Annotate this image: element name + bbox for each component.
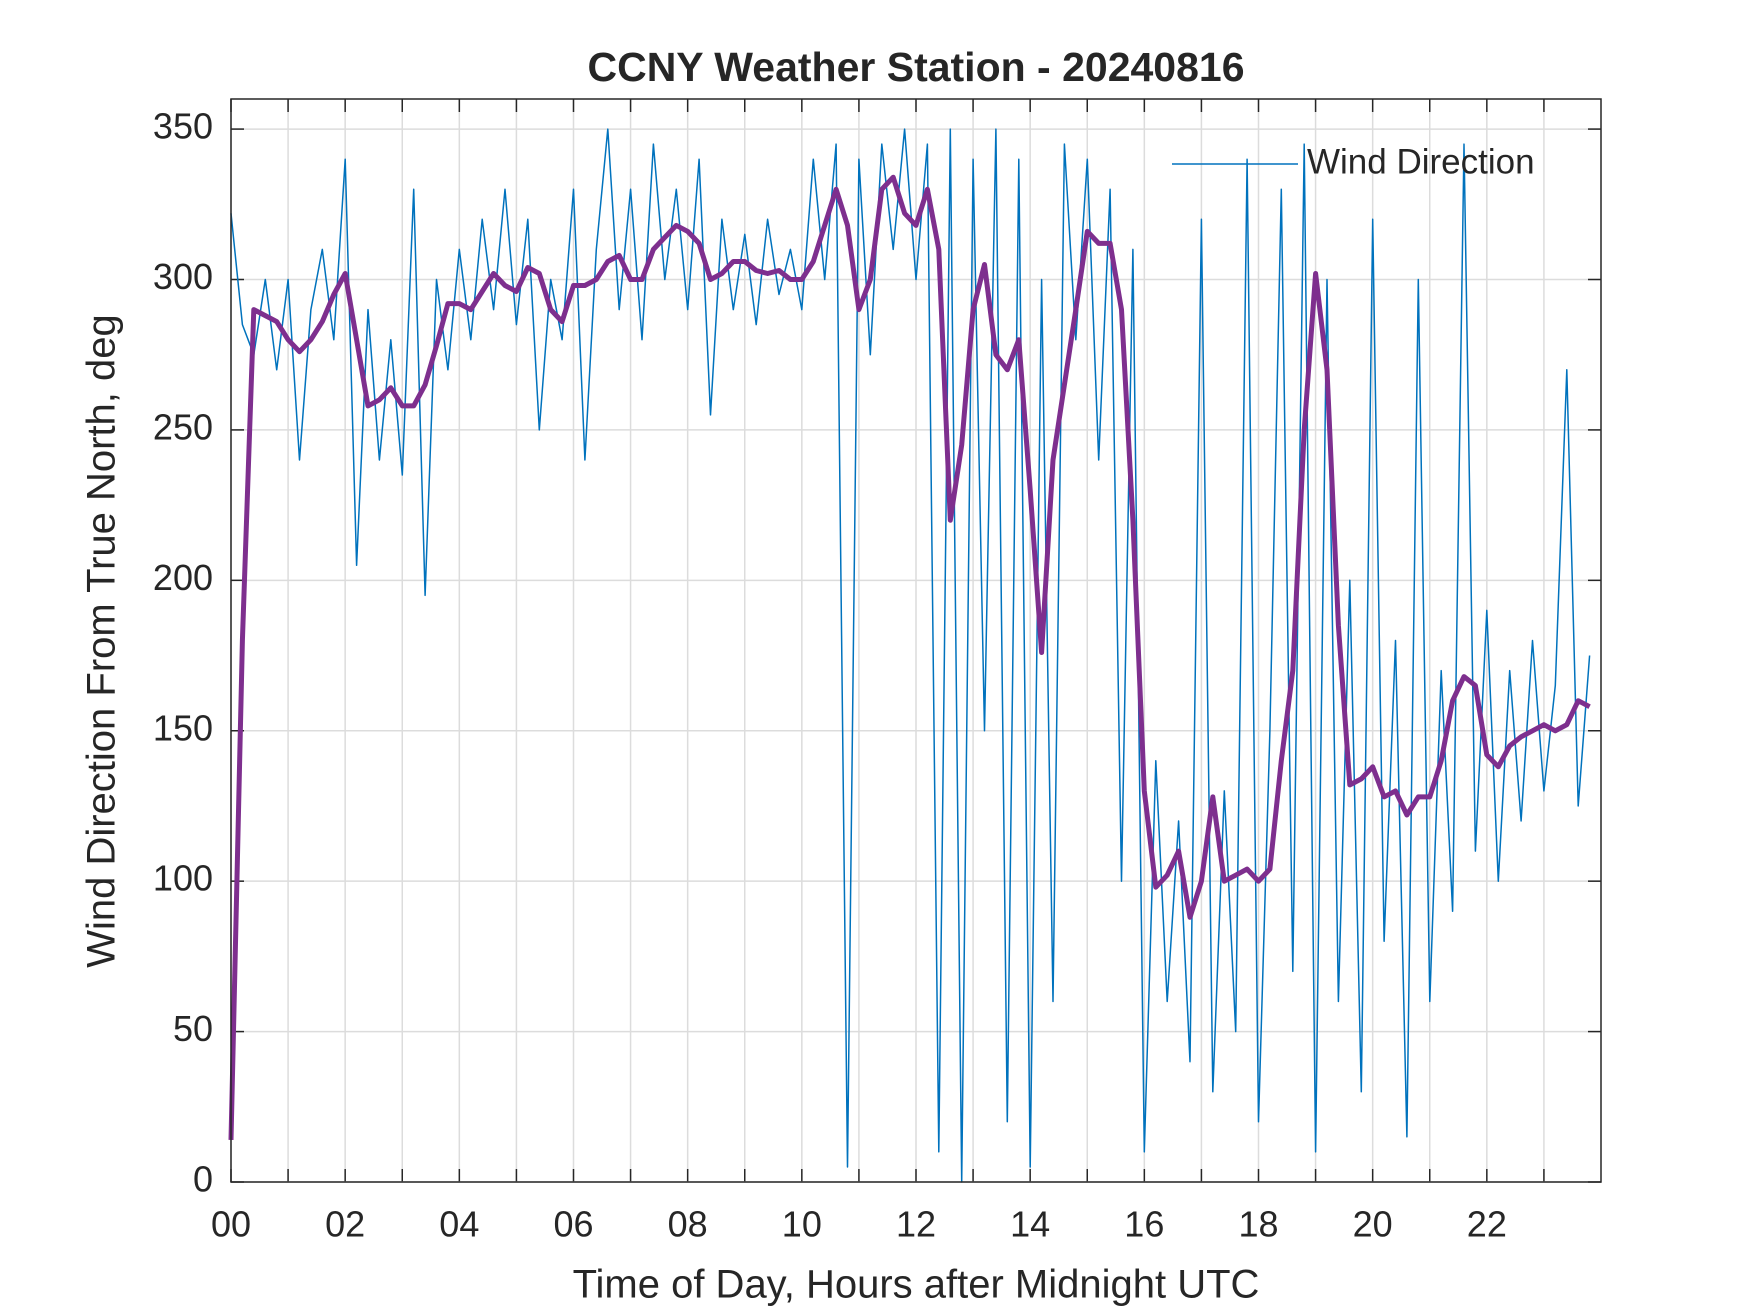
x-axis-label: Time of Day, Hours after Midnight UTC (573, 1263, 1260, 1307)
y-tick-label: 50 (173, 1008, 213, 1049)
x-tick-label: 12 (896, 1204, 936, 1245)
y-tick-label: 350 (153, 106, 213, 147)
y-tick-label: 100 (153, 858, 213, 899)
y-tick-label: 300 (153, 256, 213, 297)
legend-label: Wind Direction (1307, 142, 1535, 181)
y-tick-label: 150 (153, 707, 213, 748)
x-tick-label: 00 (211, 1204, 251, 1245)
plot-frame (230, 98, 1602, 1183)
y-tick-label: 200 (153, 557, 213, 598)
y-axis-label: Wind Direction From True North, deg (80, 314, 124, 968)
x-tick-label: 02 (325, 1204, 365, 1245)
data-line (230, 128, 1591, 1183)
x-tick-label: 16 (1124, 1204, 1164, 1245)
x-tick-label: 08 (668, 1204, 708, 1245)
x-tick-label: 22 (1467, 1204, 1507, 1245)
y-tick-label: 0 (193, 1159, 213, 1200)
x-tick-label: 04 (439, 1204, 479, 1245)
chart-title: CCNY Weather Station - 20240816 (587, 44, 1244, 90)
x-tick-label: 20 (1353, 1204, 1393, 1245)
x-tick-label: 10 (782, 1204, 822, 1245)
data-line (228, 174, 1591, 1140)
x-tick-label: 06 (553, 1204, 593, 1245)
x-tick-label: 14 (1010, 1204, 1050, 1245)
x-tick-label: 18 (1238, 1204, 1278, 1245)
y-tick-label: 250 (153, 406, 213, 447)
